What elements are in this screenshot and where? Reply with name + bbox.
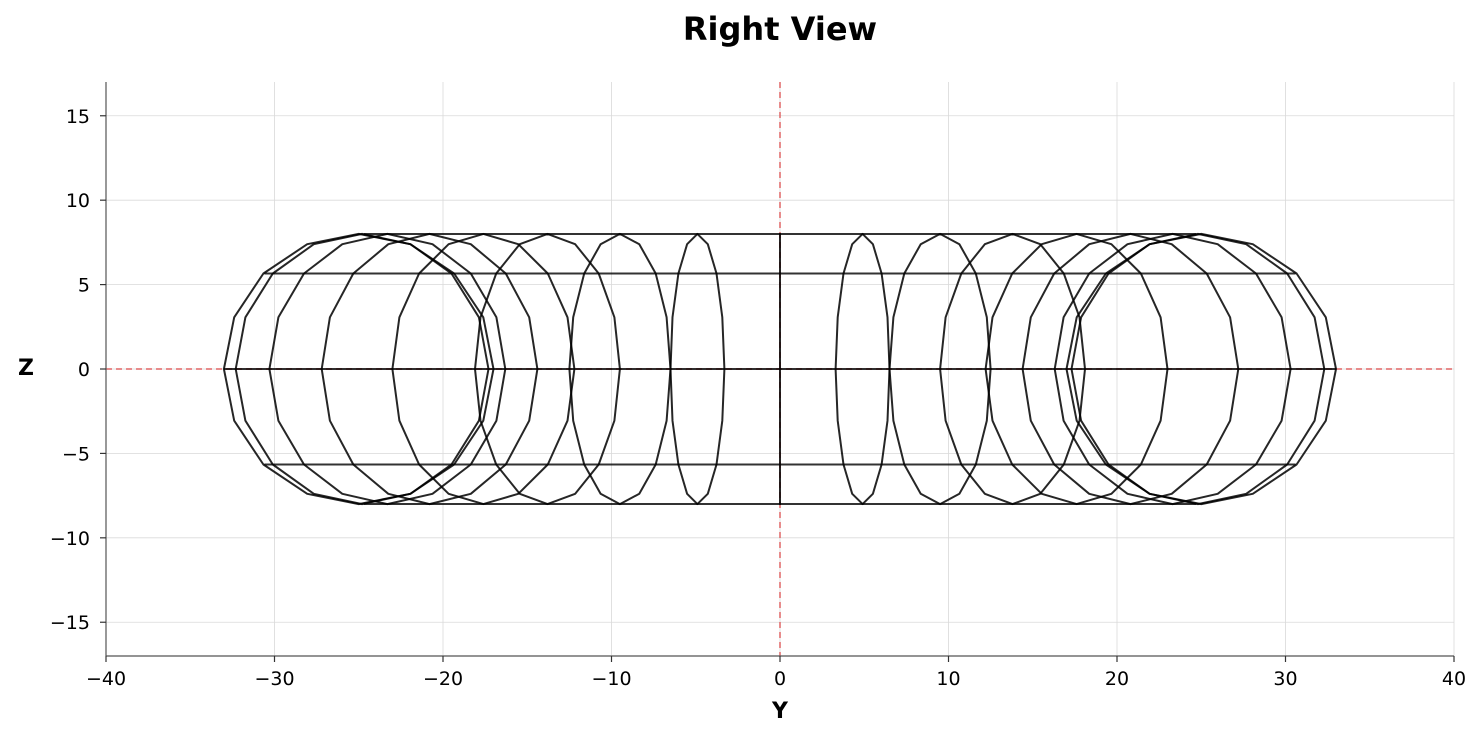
x-tick-label: 30 [1273,668,1297,690]
y-tick-label: −10 [50,528,90,550]
x-tick-label: 20 [1105,668,1129,690]
x-tick-label: 10 [936,668,960,690]
y-tick-label: 15 [66,106,90,128]
x-tick-label: −20 [423,668,463,690]
x-tick-label: −10 [591,668,631,690]
y-tick-label: 10 [66,190,90,212]
x-tick-label: 40 [1442,668,1466,690]
y-tick-label: −5 [62,443,90,465]
cross-section-ring [222,232,495,506]
cross-section-ring [939,232,1086,506]
cross-section-ring [1021,232,1240,506]
y-tick-label: 0 [78,359,90,381]
cross-section-ring [268,232,507,506]
cross-section-ring [568,232,672,506]
cross-section-ring [1053,232,1292,506]
wireframe [222,232,1337,506]
x-tick-label: −40 [86,668,126,690]
cross-section-ring [320,232,539,506]
x-ticks: −40 −30 −20 −10 0 10 20 30 40 [86,656,1466,690]
cross-section-ring [984,232,1169,506]
chart-title: Right View [683,10,877,48]
x-tick-label: 0 [774,668,786,690]
y-tick-label: 5 [78,275,90,297]
y-ticks: −15 −10 −5 0 5 10 15 [50,106,106,634]
cross-section-ring [669,232,726,506]
x-tick-label: −30 [254,668,294,690]
x-axis-label: Y [771,699,789,724]
cross-section-ring [474,232,621,506]
cross-section-ring [1065,232,1337,506]
cross-section-ring [888,232,992,506]
cross-section-ring [834,232,891,506]
cross-section-ring [391,232,576,506]
y-tick-label: −15 [50,612,90,634]
y-axis-label: Z [18,356,34,381]
